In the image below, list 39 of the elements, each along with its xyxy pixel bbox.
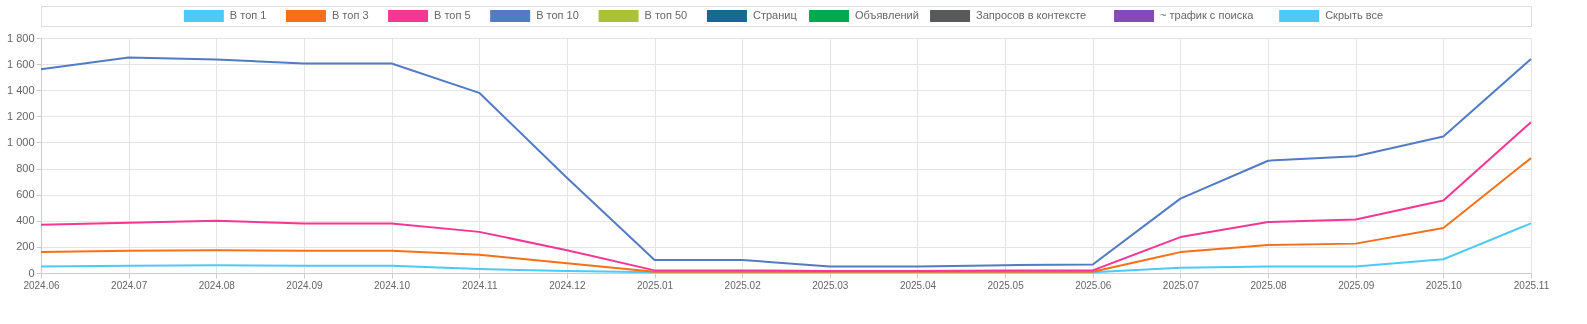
y-tick-label: 800 bbox=[16, 162, 35, 175]
x-tick-label: 2025.06 bbox=[1075, 279, 1112, 291]
y-tick-label: 0 bbox=[28, 266, 35, 279]
legend-label: В топ 10 bbox=[536, 9, 579, 21]
legend-label: В топ 5 bbox=[434, 9, 471, 21]
line-series bbox=[40, 56, 1532, 268]
x-tick-label: 2025.04 bbox=[899, 279, 937, 291]
y-tick-label: 1 200 bbox=[6, 109, 35, 122]
y-tick-label: 1 000 bbox=[6, 135, 35, 148]
x-tick-label: 2025.10 bbox=[1425, 279, 1463, 291]
legend-label: Запросов в контексте bbox=[976, 9, 1087, 21]
x-tick-label: 2024.06 bbox=[23, 279, 61, 291]
x-tick-label: 2025.09 bbox=[1338, 279, 1375, 291]
x-tick-label: 2024.08 bbox=[198, 279, 236, 291]
legend-label: Страниц bbox=[752, 9, 798, 21]
x-tick-label: 2025.11 bbox=[1513, 279, 1550, 291]
y-tick-label: 1 600 bbox=[6, 57, 35, 70]
legend-label: В топ 3 bbox=[331, 9, 369, 21]
legend-label: ~ трафик с поиска bbox=[1160, 9, 1255, 21]
x-tick-label: 2024.09 bbox=[286, 279, 323, 291]
y-tick-label: 1 800 bbox=[6, 31, 35, 44]
x-tick-label: 2024.12 bbox=[549, 279, 586, 291]
x-tick-label: 2025.08 bbox=[1250, 279, 1288, 291]
y-tick-label: 600 bbox=[16, 188, 35, 201]
x-tick-label: 2025.02 bbox=[724, 279, 762, 291]
y-tick-label: 1 400 bbox=[6, 83, 35, 96]
y-tick-label: 400 bbox=[16, 214, 35, 227]
x-tick-label: 2025.05 bbox=[987, 279, 1025, 291]
x-tick-label: 2025.03 bbox=[812, 279, 849, 291]
legend-label: Скрыть все bbox=[1325, 9, 1384, 21]
x-tick-label: 2025.01 bbox=[636, 279, 674, 291]
x-tick-label: 2024.11 bbox=[462, 279, 498, 291]
x-tick-label: 2024.10 bbox=[374, 279, 411, 291]
legend-label: Объявлений bbox=[855, 9, 919, 21]
legend-label: В топ 50 bbox=[644, 9, 688, 21]
legend-label: В топ 1 bbox=[229, 9, 267, 21]
x-tick-label: 2024.07 bbox=[111, 279, 148, 291]
y-tick-label: 200 bbox=[16, 240, 35, 253]
x-tick-label: 2025.07 bbox=[1162, 279, 1200, 291]
